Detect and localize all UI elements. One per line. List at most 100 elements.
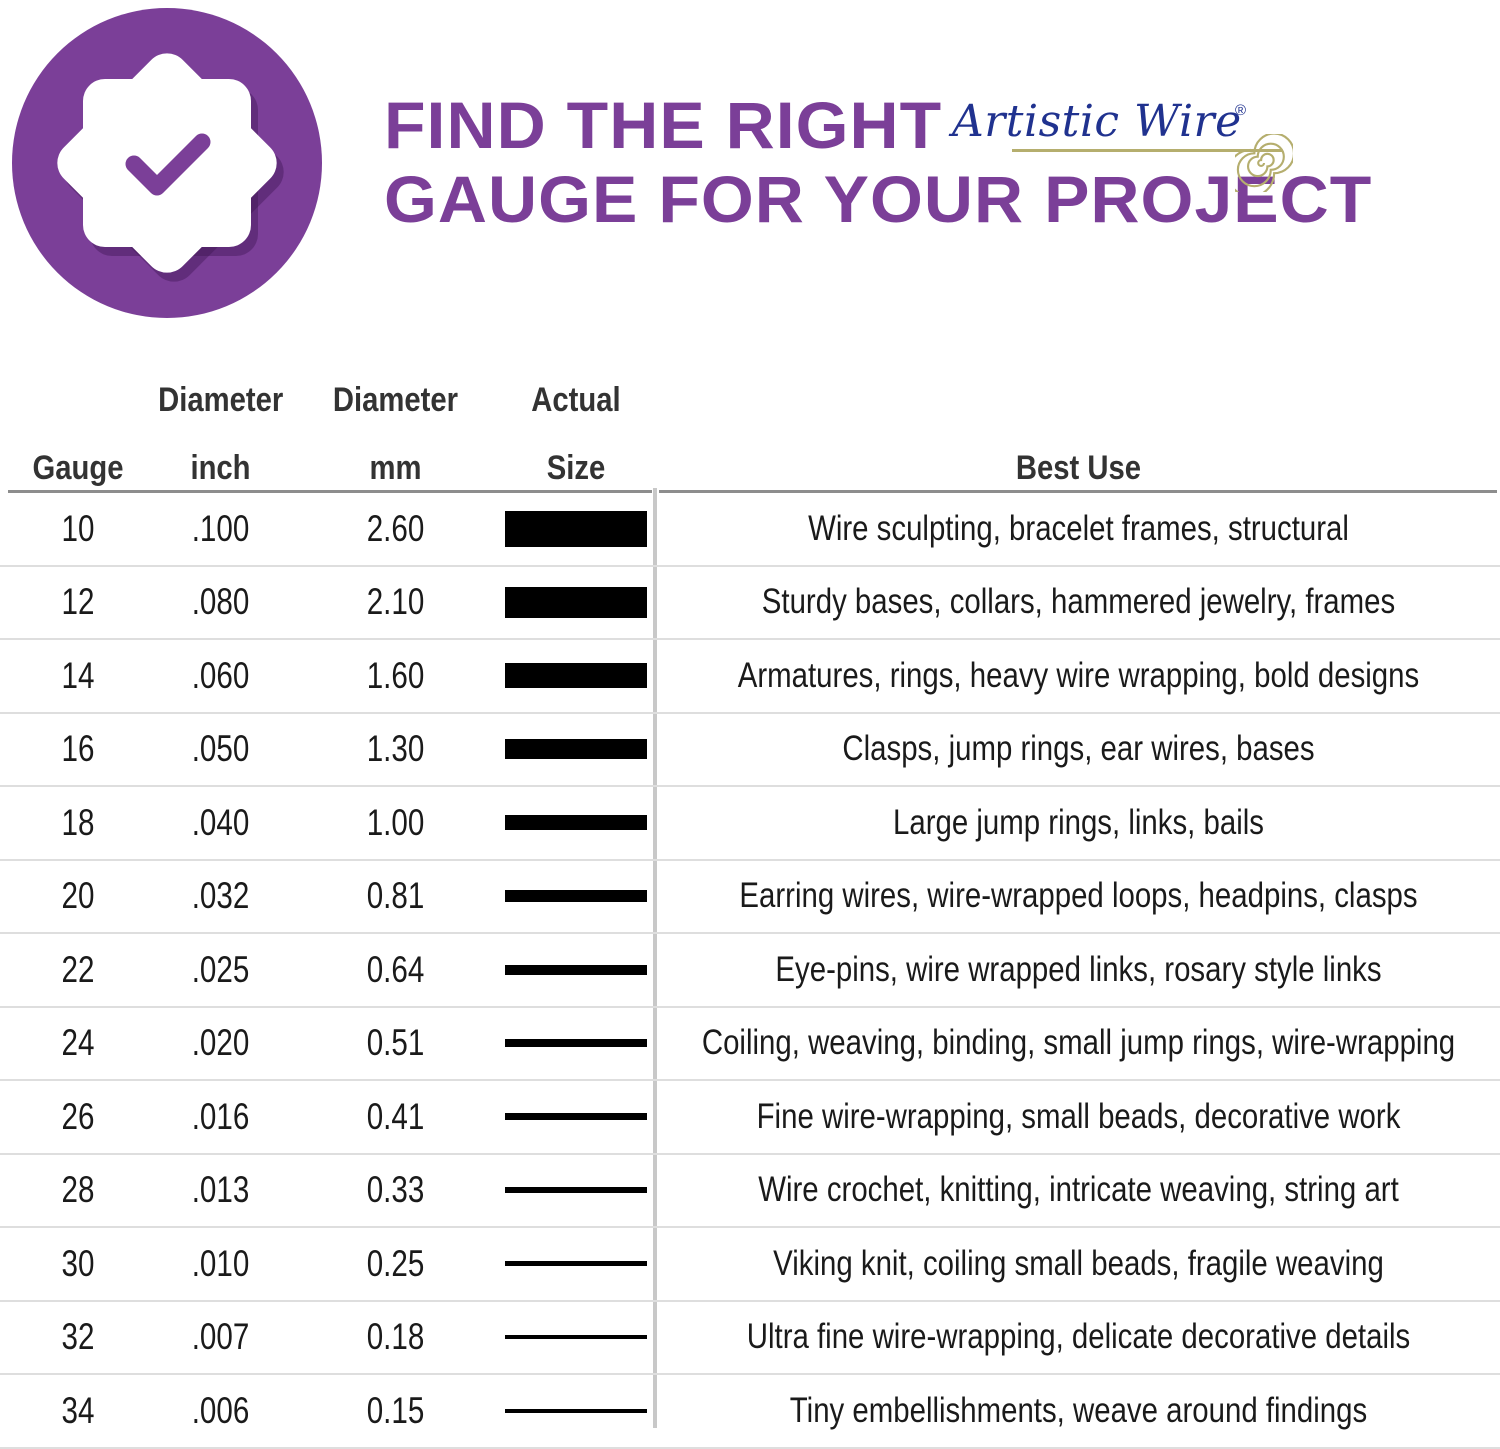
table-row: 34 .006 0.15 Tiny embellishments, weave aro… [0,1375,1500,1449]
table-row: 22 .025 0.64 Eye-pins, wire wrapped links, … [0,934,1500,1008]
badge-star-shape [48,44,293,291]
cell-gauge: 26 [61,1095,95,1137]
table-row: 32 .007 0.18 Ultra fine wire-wrapping, deli… [0,1302,1500,1375]
cell-actual-size [498,567,654,639]
wire-thickness-bar [505,739,647,760]
cell-diameter-mm: 0.15 [366,1389,425,1431]
cell-best-use: Viking knit, coiling small beads, fragil… [773,1243,1384,1283]
wire-thickness-bar [505,815,647,831]
table-row: 26 .016 0.41 Fine wire-wrapping, small bead… [0,1081,1500,1155]
cell-diameter-inch: .040 [191,801,250,843]
cell-diameter-inch: .016 [191,1095,250,1137]
header-diameter-inch-top: Diameter [158,381,284,419]
vertical-divider-line [653,488,657,1428]
gauge-table: Diameter Diameter Actual Gauge inch mm S… [0,370,1500,1449]
cell-diameter-mm: 0.33 [366,1169,425,1211]
cell-best-use: Wire crochet, knitting, intricate weavin… [758,1170,1399,1210]
header-gauge: Gauge [32,449,124,487]
table-row: 30 .010 0.25 Viking knit, coiling small bea… [0,1228,1500,1302]
header-divider-line [8,490,1497,493]
wire-thickness-bar [505,1335,647,1340]
brand-name: Artistic Wire [952,96,1242,147]
cell-best-use: Ultra fine wire-wrapping, delicate decor… [746,1317,1411,1357]
check-badge-icon [12,8,322,318]
table-body: 10 .100 2.60 Wire sculpting, bracelet frame… [0,493,1500,1449]
cell-actual-size [498,1375,654,1447]
cell-best-use: Eye-pins, wire wrapped links, rosary sty… [775,949,1382,989]
cell-diameter-inch: .007 [191,1316,250,1358]
cell-diameter-inch: .006 [191,1389,250,1431]
cell-actual-size [498,714,654,786]
title-line-2: GAUGE FOR YOUR PROJECT [384,162,1373,236]
cell-actual-size [498,1228,654,1300]
wire-thickness-bar [505,510,647,547]
cell-gauge: 24 [61,1022,95,1064]
cell-diameter-mm: 2.60 [366,507,425,549]
cell-diameter-mm: 0.51 [366,1022,425,1064]
cell-best-use: Sturdy bases, collars, hammered jewelry,… [761,582,1396,622]
cell-diameter-mm: 0.41 [366,1095,425,1137]
cell-actual-size [498,1008,654,1080]
cell-gauge: 18 [61,801,95,843]
cell-best-use: Tiny embellishments, weave around findin… [789,1390,1368,1430]
cell-diameter-inch: .080 [191,581,250,623]
header-size: Size [546,449,606,487]
wire-thickness-bar [505,1261,647,1267]
cell-diameter-mm: 2.10 [366,581,425,623]
cell-actual-size [498,640,654,712]
wire-thickness-bar [505,1113,647,1121]
artistic-wire-logo: Artistic Wire ® [952,96,1293,196]
wire-thickness-bar [505,964,647,975]
wire-thickness-bar [505,1408,647,1413]
header-best-use: Best Use [1015,449,1142,487]
checkmark-icon [125,133,211,196]
cell-diameter-mm: 1.60 [366,654,425,696]
cell-actual-size [498,493,654,565]
cell-gauge: 22 [61,948,95,990]
table-row: 18 .040 1.00 Large jump rings, links, bails [0,787,1500,861]
cell-diameter-mm: 1.00 [366,801,425,843]
wire-thickness-bar [505,663,647,689]
wire-thickness-bar [505,586,647,618]
table-row: 12 .080 2.10 Sturdy bases, collars, hammere… [0,567,1500,640]
cell-gauge: 20 [61,875,95,917]
cell-diameter-inch: .100 [191,507,250,549]
cell-best-use: Fine wire-wrapping, small beads, decorat… [756,1096,1401,1136]
table-row: 28 .013 0.33 Wire crochet, knitting, intric… [0,1155,1500,1228]
cell-diameter-inch: .025 [191,948,250,990]
cell-diameter-mm: 1.30 [366,728,425,770]
cell-gauge: 16 [61,728,95,770]
cell-gauge: 28 [61,1169,95,1211]
header-banner: FIND THE RIGHT GAUGE FOR YOUR PROJECT Ar… [0,0,1500,340]
wire-thickness-bar [505,1187,647,1194]
title-line-1: FIND THE RIGHT [384,88,943,162]
cell-gauge: 14 [61,654,95,696]
header-inch: inch [190,449,251,487]
cell-best-use: Clasps, jump rings, ear wires, bases [842,729,1315,769]
cell-gauge: 12 [61,581,95,623]
cell-actual-size [498,934,654,1006]
cell-gauge: 30 [61,1242,95,1284]
cell-diameter-mm: 0.64 [366,948,425,990]
cell-actual-size [498,1302,654,1374]
cell-diameter-inch: .013 [191,1169,250,1211]
registered-trademark-icon: ® [1235,102,1247,119]
page-title: FIND THE RIGHT GAUGE FOR YOUR PROJECT [384,88,1384,236]
cell-best-use: Wire sculpting, bracelet frames, structu… [808,508,1349,548]
cell-diameter-mm: 0.18 [366,1316,425,1358]
cell-best-use: Armatures, rings, heavy wire wrapping, b… [737,655,1420,695]
wire-thickness-bar [505,890,647,903]
cell-diameter-mm: 0.81 [366,875,425,917]
cell-actual-size [498,1081,654,1153]
table-row: 10 .100 2.60 Wire sculpting, bracelet frame… [0,493,1500,567]
header-mm: mm [369,449,422,487]
cell-actual-size [498,861,654,933]
cell-diameter-inch: .050 [191,728,250,770]
spiral-icon [1235,134,1293,192]
cell-diameter-inch: .010 [191,1242,250,1284]
brand-underline [1012,149,1282,152]
table-row: 24 .020 0.51 Coiling, weaving, binding, sma… [0,1008,1500,1081]
table-row: 14 .060 1.60 Armatures, rings, heavy wire w… [0,640,1500,714]
cell-best-use: Large jump rings, links, bails [893,802,1264,842]
header-diameter-mm-top: Diameter [332,381,459,419]
